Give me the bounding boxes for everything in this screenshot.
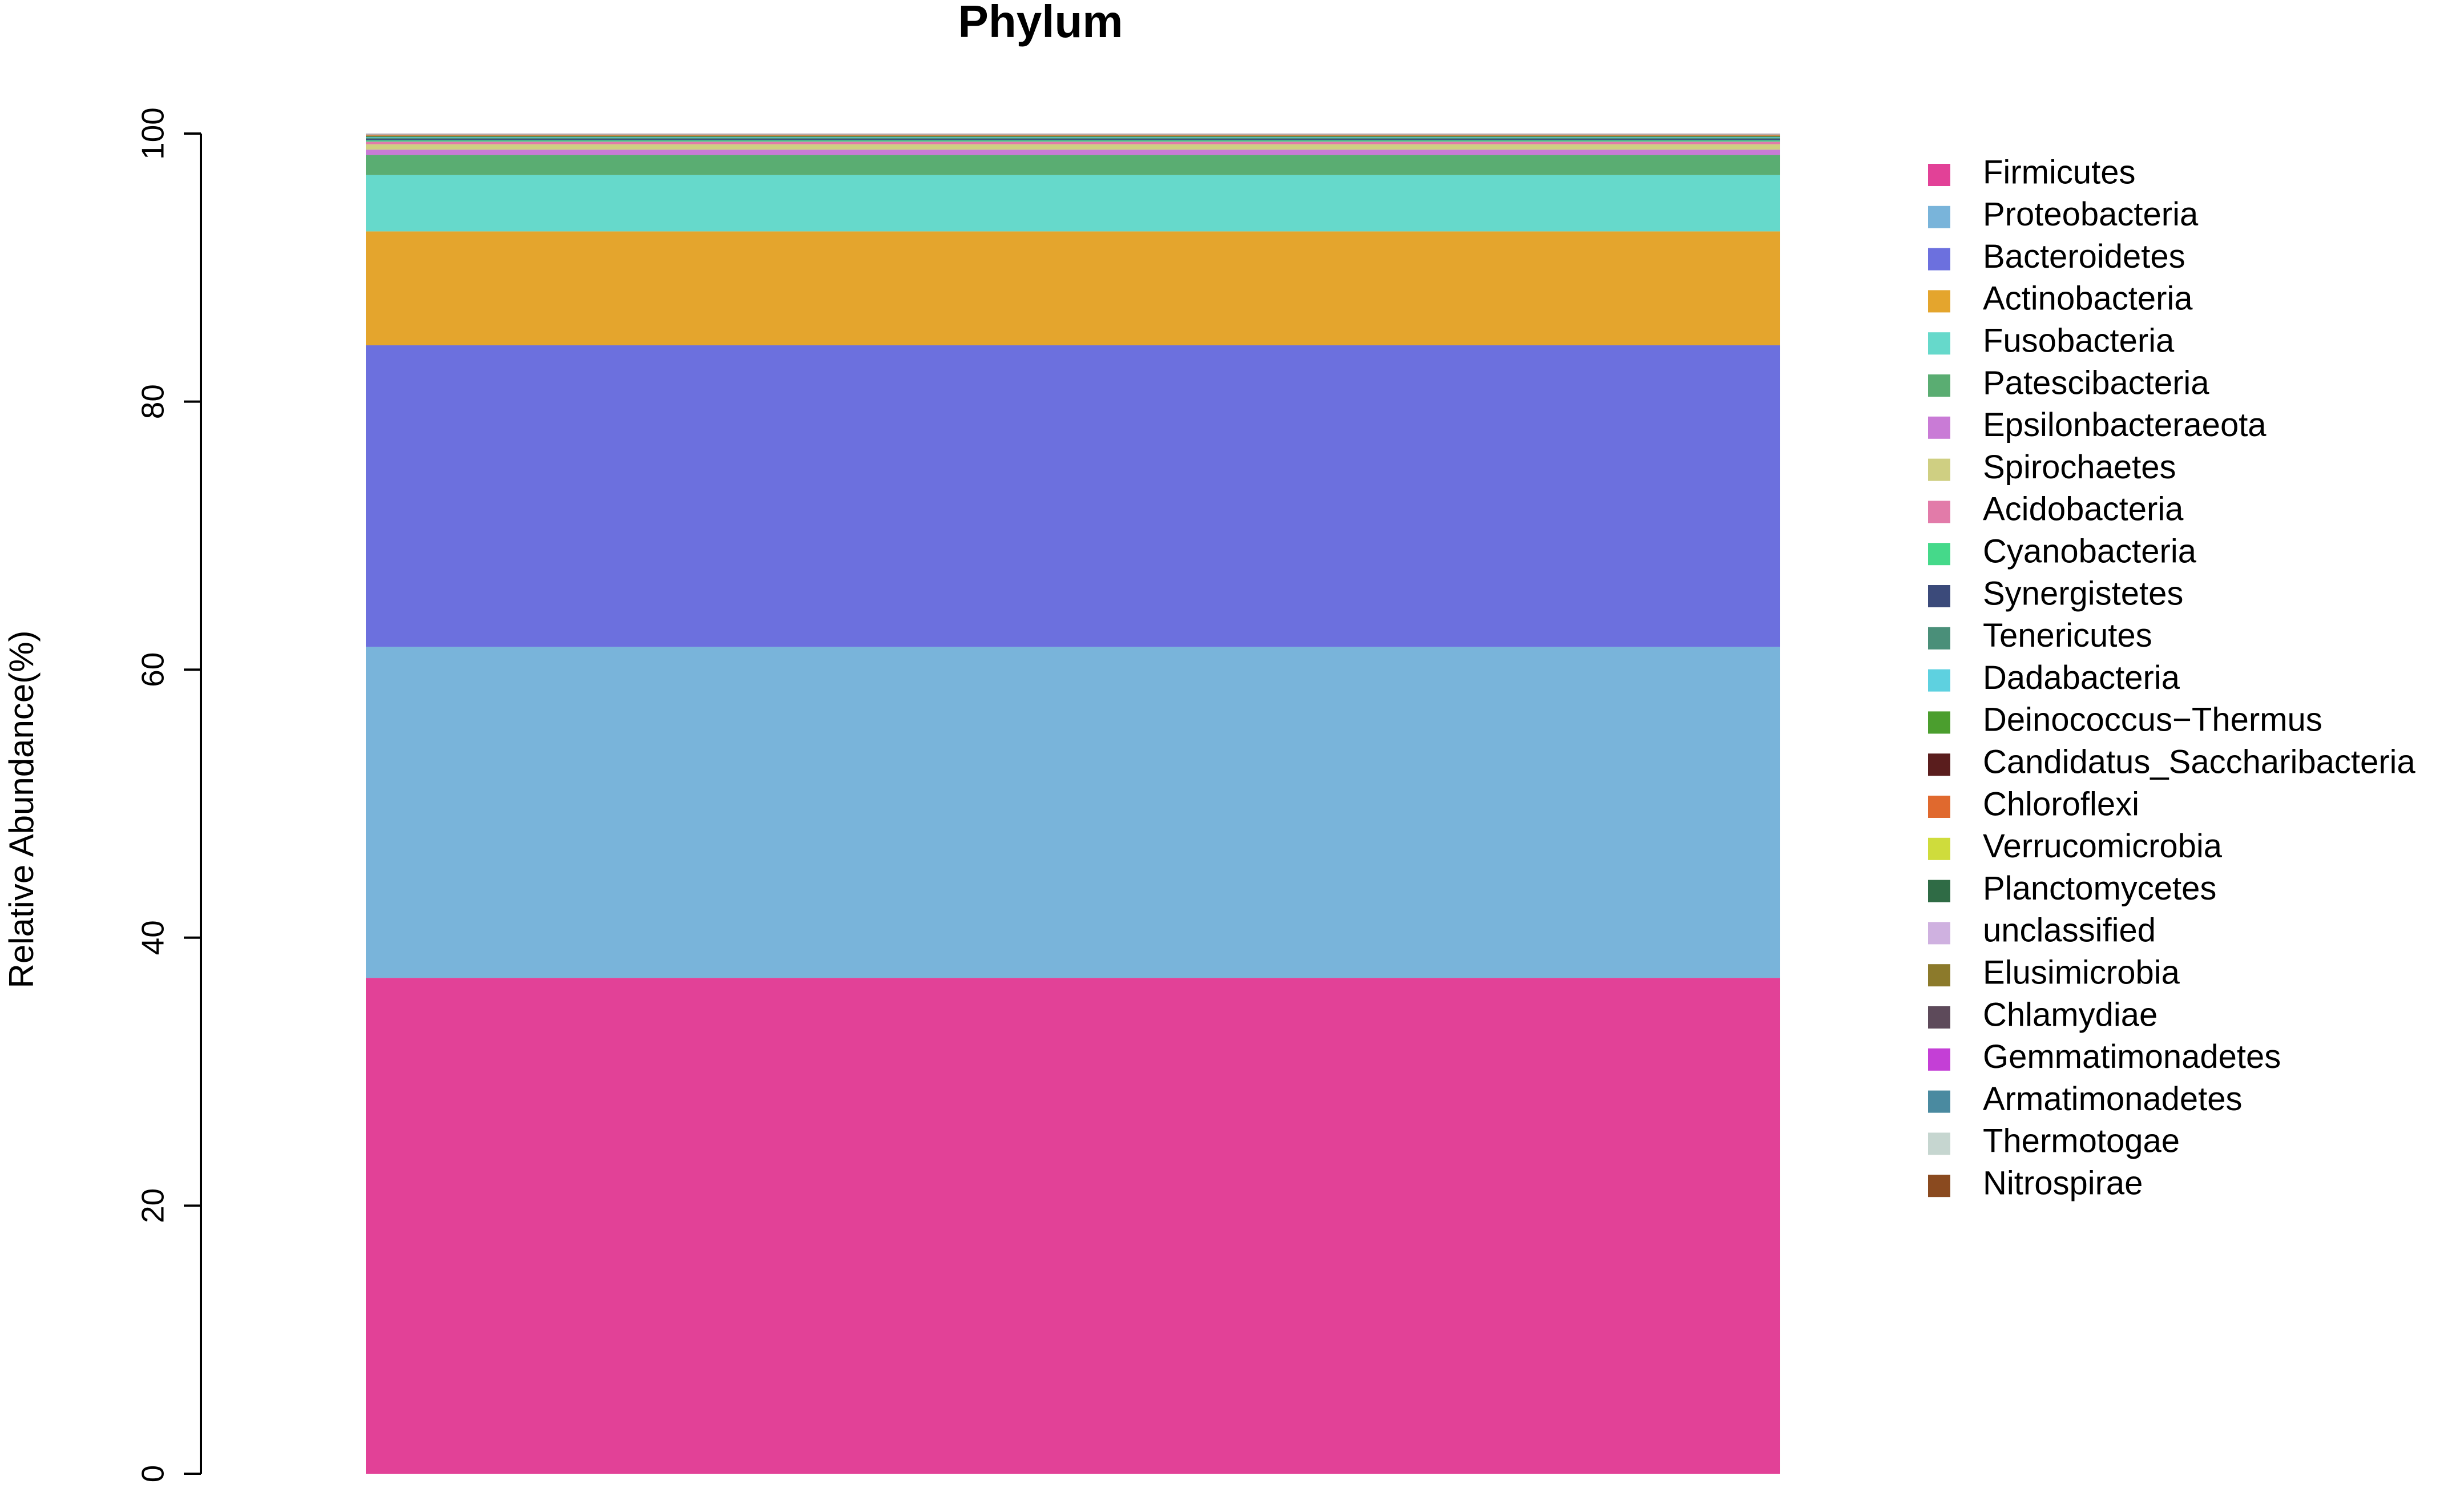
legend-swatch — [1928, 670, 1950, 692]
y-tick-label: 100 — [135, 107, 171, 160]
legend-swatch — [1928, 248, 1950, 271]
legend-swatch — [1928, 206, 1950, 228]
legend-label: Bacteroidetes — [1983, 238, 2185, 275]
legend-swatch — [1928, 1132, 1950, 1155]
y-tick-label: 80 — [135, 384, 171, 419]
legend-swatch — [1928, 838, 1950, 860]
bar-segment — [366, 345, 1780, 647]
legend-label: Candidatus_Saccharibacteria — [1983, 744, 2415, 781]
legend-label: Actinobacteria — [1983, 280, 2193, 317]
legend-label: Deinococcus−Thermus — [1983, 701, 2322, 739]
legend-label: Proteobacteria — [1983, 196, 2199, 233]
legend-label: unclassified — [1983, 912, 2156, 949]
legend-swatch — [1928, 796, 1950, 818]
legend-label: Elusimicrobia — [1983, 954, 2180, 991]
legend-label: Chloroflexi — [1983, 785, 2139, 822]
bar-segment — [366, 150, 1780, 155]
legend-swatch — [1928, 627, 1950, 650]
legend-label: Cyanobacteria — [1983, 533, 2197, 570]
legend-label: Gemmatimonadetes — [1983, 1038, 2281, 1075]
chart-title: Phylum — [958, 0, 1123, 47]
legend-label: Chlamydiae — [1983, 996, 2157, 1033]
y-tick-label: 20 — [135, 1188, 171, 1223]
y-tick-label: 0 — [135, 1465, 171, 1483]
bar-segment — [366, 138, 1780, 139]
legend-swatch — [1928, 1091, 1950, 1113]
legend-label: Verrucomicrobia — [1983, 828, 2223, 865]
legend-label: Epsilonbacteraeota — [1983, 406, 2267, 443]
bar-segment — [366, 137, 1780, 138]
bar-segment — [366, 231, 1780, 345]
legend-label: Dadabacteria — [1983, 659, 2180, 696]
legend-label: Fusobacteria — [1983, 322, 2175, 360]
legend-label: Armatimonadetes — [1983, 1080, 2243, 1118]
bar-segment — [366, 135, 1780, 136]
legend-swatch — [1928, 585, 1950, 607]
bar-segment — [366, 175, 1780, 232]
legend-label: Patescibacteria — [1983, 364, 2209, 401]
legend-label: Acidobacteria — [1983, 491, 2184, 528]
y-tick-label: 40 — [135, 920, 171, 955]
bar-segment — [366, 140, 1780, 142]
legend-swatch — [1928, 332, 1950, 354]
legend-swatch — [1928, 964, 1950, 986]
bar-segment — [366, 978, 1780, 1474]
legend-label: Firmicutes — [1983, 154, 2135, 191]
legend-label: Nitrospirae — [1983, 1165, 2143, 1202]
legend-swatch — [1928, 501, 1950, 523]
bar-segment — [366, 136, 1780, 137]
legend-swatch — [1928, 417, 1950, 439]
y-tick-label: 60 — [135, 652, 171, 687]
legend-label: Thermotogae — [1983, 1123, 2180, 1160]
legend-label: Tenericutes — [1983, 617, 2152, 654]
y-axis-label: Relative Abundance(%) — [2, 630, 41, 988]
legend-swatch — [1928, 753, 1950, 776]
bar-segment — [366, 144, 1780, 150]
legend-label: Planctomycetes — [1983, 870, 2216, 907]
bar-segment — [366, 142, 1780, 144]
legend-swatch — [1928, 1175, 1950, 1197]
legend-swatch — [1928, 164, 1950, 186]
legend-swatch — [1928, 1006, 1950, 1029]
legend-swatch — [1928, 1049, 1950, 1071]
legend-swatch — [1928, 374, 1950, 397]
legend-swatch — [1928, 290, 1950, 312]
bar-segment — [366, 139, 1780, 140]
legend-label: Spirochaetes — [1983, 449, 2176, 486]
legend-swatch — [1928, 711, 1950, 733]
legend-swatch — [1928, 543, 1950, 565]
bar-segment — [366, 155, 1780, 175]
legend-swatch — [1928, 880, 1950, 902]
bar-segment — [366, 647, 1780, 978]
legend-swatch — [1928, 922, 1950, 944]
legend-label: Synergistetes — [1983, 575, 2183, 612]
legend-swatch — [1928, 459, 1950, 481]
